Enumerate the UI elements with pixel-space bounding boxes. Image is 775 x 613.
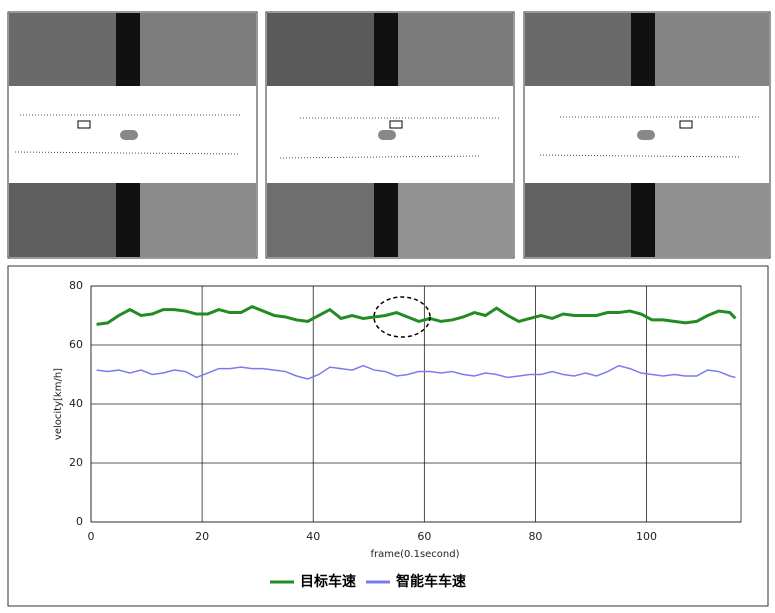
x-tick-label: 40 bbox=[306, 530, 320, 543]
series-line bbox=[96, 304, 737, 326]
x-tick-label: 60 bbox=[417, 530, 431, 543]
y-tick-label: 80 bbox=[69, 279, 83, 292]
x-tick-label: 0 bbox=[88, 530, 95, 543]
x-tick-label: 100 bbox=[636, 530, 657, 543]
x-tick-label: 20 bbox=[195, 530, 209, 543]
x-tick-label: 80 bbox=[528, 530, 542, 543]
legend-label: 目标车速 bbox=[300, 573, 356, 590]
y-axis-label: velocity[km/h] bbox=[53, 368, 64, 440]
y-tick-label: 40 bbox=[69, 397, 83, 410]
chart-frame bbox=[7, 265, 769, 607]
legend: 目标车速 智能车车速 bbox=[270, 573, 466, 590]
plot: 0 20 40 60 80 0 20 40 60 80 100 bbox=[69, 279, 742, 543]
camera-panels bbox=[7, 11, 771, 259]
series-line bbox=[96, 364, 736, 380]
y-tick-label: 0 bbox=[76, 515, 83, 528]
highlight-ellipse bbox=[373, 296, 431, 338]
plot-border bbox=[90, 285, 742, 523]
panel bbox=[7, 11, 258, 259]
y-tick-label: 20 bbox=[69, 456, 83, 469]
panel bbox=[523, 11, 771, 259]
panel bbox=[265, 11, 515, 259]
legend-label: 智能车车速 bbox=[395, 573, 466, 590]
y-tick-label: 60 bbox=[69, 338, 83, 351]
x-axis-label: frame(0.1second) bbox=[370, 549, 459, 560]
